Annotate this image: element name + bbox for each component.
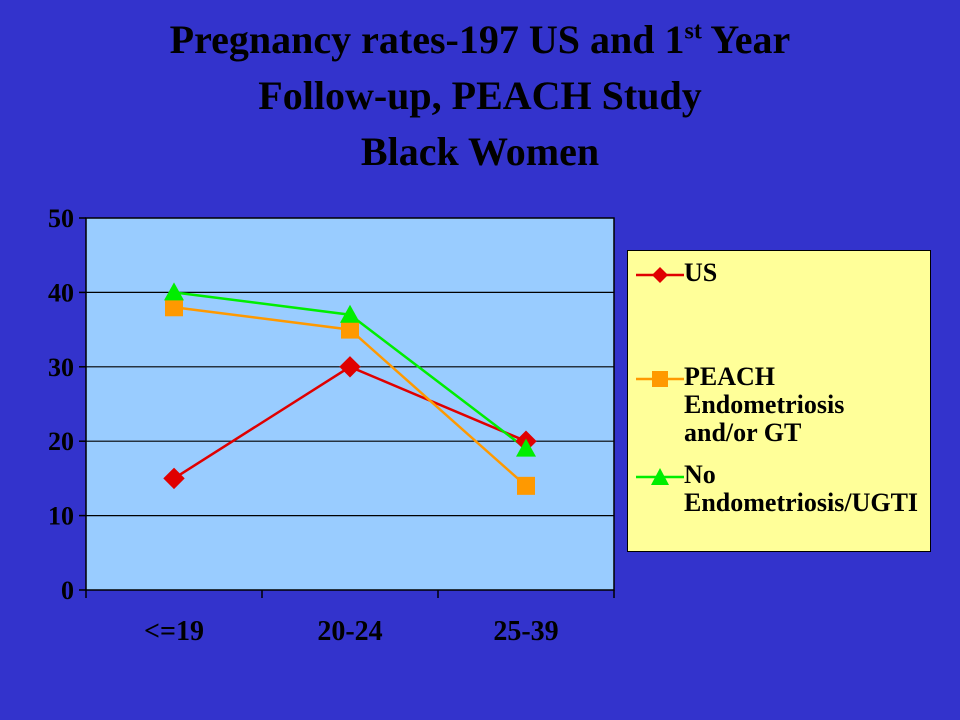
x-tick-label: 20-24	[317, 616, 382, 647]
marker-triangle	[340, 304, 360, 323]
marker-square	[341, 320, 359, 339]
title-line-1-text: Pregnancy rates-197 US and 1	[169, 17, 685, 62]
y-tick-label: 40	[48, 278, 74, 307]
y-tick-label: 0	[61, 576, 74, 605]
title-line-1-end: Year	[701, 17, 791, 62]
title-line-3: Black Women	[360, 129, 600, 174]
legend-marker-diamond	[652, 267, 668, 283]
y-tick-label: 30	[48, 353, 74, 382]
marker-square	[165, 298, 183, 317]
legend-label: US	[684, 258, 718, 287]
legend-label: No Endometriosis/UGTI	[684, 460, 919, 517]
marker-triangle	[164, 282, 184, 301]
y-tick-label: 10	[48, 502, 74, 531]
marker-triangle	[516, 438, 536, 457]
legend-marker-square	[652, 371, 668, 387]
y-tick-label: 50	[48, 204, 74, 233]
title-line-2: Follow-up, PEACH Study	[258, 73, 702, 118]
chart-title: Pregnancy rates-197 US and 1st Year Foll…	[0, 12, 960, 180]
legend-marker-triangle	[651, 468, 669, 485]
legend-label: PEACH Endometriosis and/or GT	[684, 362, 845, 447]
marker-square	[517, 476, 535, 495]
x-tick-label: 25-39	[493, 616, 558, 647]
marker-diamond	[163, 467, 185, 490]
y-tick-label: 20	[48, 427, 74, 456]
plot-area	[85, 217, 615, 591]
legend-swatch	[636, 371, 684, 387]
chart-legend: US PEACH Endometriosis and/or GT No Endome…	[627, 250, 931, 552]
title-line-1: Pregnancy rates-197 US and 1st Year	[0, 12, 960, 68]
title-superscript: st	[684, 18, 702, 45]
x-tick-label: <=19	[144, 616, 204, 647]
legend-swatch	[636, 267, 684, 283]
legend-swatch	[636, 468, 684, 485]
marker-diamond	[339, 356, 361, 378]
